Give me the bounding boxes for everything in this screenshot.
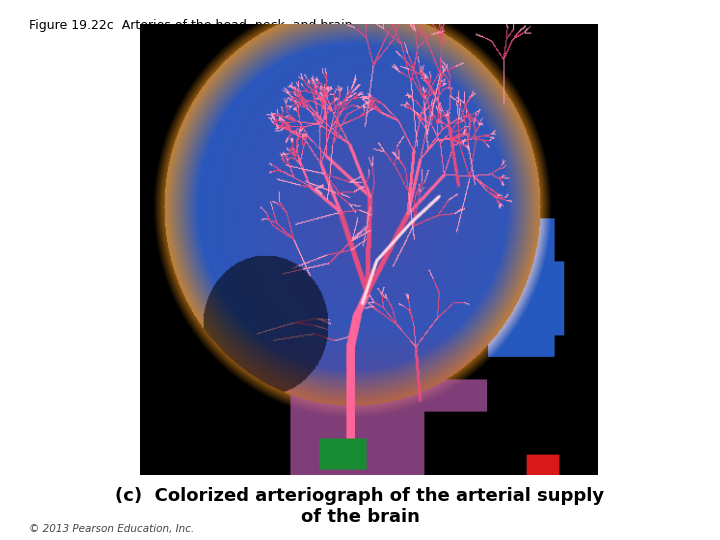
Text: (c)  Colorized arteriograph of the arterial supply
of the brain: (c) Colorized arteriograph of the arteri… — [115, 487, 605, 526]
Text: Figure 19.22c  Arteries of the head, neck, and brain.: Figure 19.22c Arteries of the head, neck… — [29, 19, 356, 32]
Text: © 2013 Pearson Education, Inc.: © 2013 Pearson Education, Inc. — [29, 523, 194, 534]
